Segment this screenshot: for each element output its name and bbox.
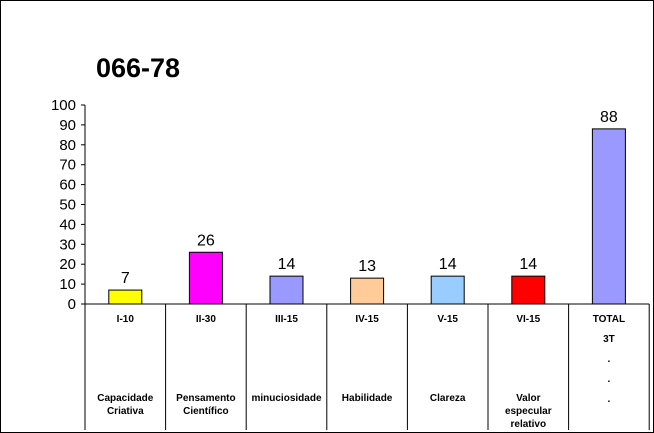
y-tick-label: 10 [59, 276, 76, 293]
bar [511, 275, 546, 305]
y-tick-label: 30 [59, 236, 76, 253]
y-tick-label: 60 [59, 177, 76, 194]
total-extra-label: . [608, 374, 611, 385]
category-description: relativo [511, 419, 547, 430]
data-label: 13 [358, 258, 376, 275]
category-table: I-10 Capacidade Criativa II-30 Pensamento Cie… [84, 303, 650, 430]
data-label: 14 [519, 256, 537, 273]
category-label: III-15 [275, 314, 298, 325]
category-label: VI-15 [516, 314, 540, 325]
category-label: II-30 [196, 314, 216, 325]
category-description: Capacidade [97, 393, 154, 404]
category-description: Pensamento [176, 393, 235, 404]
bar [188, 251, 223, 305]
y-tick-label: 100 [51, 97, 76, 114]
category-label: V-15 [437, 314, 458, 325]
bar [269, 275, 304, 305]
category-description: Científico [183, 406, 229, 417]
category-description: Valor [516, 393, 541, 404]
bar [108, 289, 143, 305]
y-tick-label: 50 [59, 197, 76, 214]
category-description: Clareza [430, 393, 466, 404]
y-tick-label: 40 [59, 216, 76, 233]
bar [591, 128, 626, 305]
chart-title: 066-78 [96, 53, 180, 83]
category-description: especular [505, 406, 552, 417]
y-tick-label: 70 [59, 157, 76, 174]
category-description: minuciosidade [251, 393, 321, 404]
bar [350, 277, 385, 305]
total-extra-label: . [608, 354, 611, 365]
bar [430, 275, 465, 305]
y-tick-label: 80 [59, 137, 76, 154]
data-label: 14 [278, 256, 296, 273]
data-label: 14 [439, 256, 457, 273]
bars: 7 26 14 13 14 14 88 [108, 109, 626, 305]
category-label: IV-15 [355, 314, 379, 325]
y-tick-label: 20 [59, 256, 76, 273]
data-label: 26 [197, 232, 215, 249]
y-tick-label: 90 [59, 117, 76, 134]
data-label: 88 [600, 109, 618, 126]
category-label: I-10 [117, 314, 135, 325]
y-tick-label: 0 [68, 296, 76, 313]
axes: 0 10 20 30 40 50 60 70 80 90 100 [51, 97, 86, 313]
category-label: TOTAL [593, 314, 625, 325]
category-description: Habilidade [342, 393, 393, 404]
category-description: Criativa [107, 406, 144, 417]
total-extra-label: . [608, 394, 611, 405]
total-extra-label: 3T [603, 334, 615, 345]
data-label: 7 [121, 270, 130, 287]
